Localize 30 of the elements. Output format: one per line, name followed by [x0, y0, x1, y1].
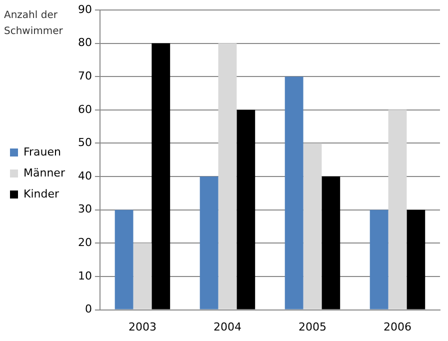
y-axis-title: Anzahl der Schwimmer: [4, 9, 64, 39]
bar: [370, 210, 388, 310]
y-tick-label: 50: [78, 136, 92, 150]
legend-label: Kinder: [24, 187, 60, 200]
bar: [322, 176, 340, 310]
y-tick-label: 40: [78, 169, 92, 182]
bar: [388, 110, 407, 310]
x-tick-label: 2005: [298, 320, 326, 334]
bar: [406, 210, 426, 310]
x-tick-label: 2004: [213, 320, 242, 334]
bar: [133, 243, 152, 310]
y-tick-label: 70: [78, 69, 92, 82]
bar: [284, 76, 304, 310]
legend-label: Frauen: [24, 145, 62, 158]
bar: [218, 43, 237, 310]
bar: [200, 176, 218, 310]
y-tick-label: 10: [78, 269, 92, 282]
y-tick-label: 80: [78, 36, 92, 50]
x-tick-label: 2006: [383, 320, 412, 334]
y-tick-label: 20: [78, 236, 92, 250]
y-tick-label: 60: [78, 102, 92, 116]
y-tick-label: 0: [84, 302, 92, 316]
bar: [236, 110, 256, 310]
y-tick-label: 90: [78, 2, 92, 16]
bar: [303, 143, 322, 310]
legend-label: Männer: [24, 166, 66, 180]
y-tick-label: 30: [78, 202, 92, 216]
x-tick-label: 2003: [128, 320, 156, 334]
bar: [152, 43, 170, 310]
bar: [114, 210, 134, 310]
